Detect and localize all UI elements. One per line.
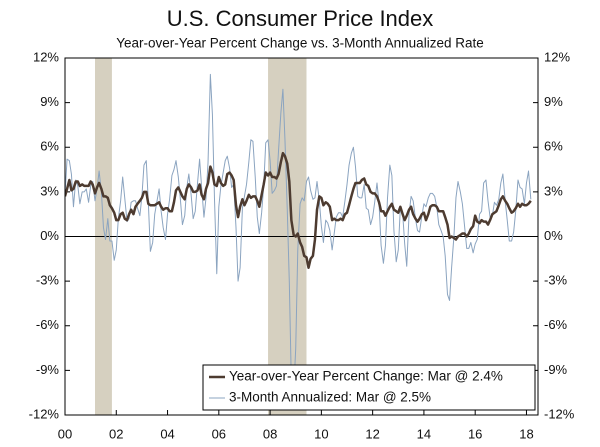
y2-tick-label: -6% — [544, 317, 568, 332]
x-tick-label: 12 — [365, 426, 379, 441]
y-tick-label: -6% — [36, 317, 60, 332]
x-tick-label: 18 — [519, 426, 533, 441]
y2-tick-label: 3% — [544, 183, 563, 198]
y-tick-label: -12% — [29, 406, 60, 421]
y2-tick-label: 9% — [544, 94, 563, 109]
x-tick-label: 02 — [109, 426, 123, 441]
chart-subtitle: Year-over-Year Percent Change vs. 3-Mont… — [116, 36, 483, 51]
y2-tick-label: 0% — [544, 228, 563, 243]
y-tick-label: -9% — [36, 362, 60, 377]
legend-label: Year-over-Year Percent Change: Mar @ 2.4… — [229, 369, 503, 384]
x-tick-label: 04 — [160, 426, 174, 441]
x-tick-label: 08 — [263, 426, 277, 441]
y2-tick-label: -9% — [544, 362, 568, 377]
x-tick-label: 14 — [417, 426, 431, 441]
y-tick-label: 0% — [40, 228, 59, 243]
y2-tick-label: 12% — [544, 49, 570, 64]
y-tick-label: 12% — [33, 49, 59, 64]
y-tick-label: 9% — [40, 94, 59, 109]
y-tick-label: -3% — [36, 273, 60, 288]
y-tick-label: 6% — [40, 139, 59, 154]
x-tick-label: 10 — [314, 426, 328, 441]
legend-box — [202, 364, 536, 411]
series-line — [65, 73, 532, 394]
x-tick-label: 06 — [212, 426, 226, 441]
series-line — [65, 151, 532, 269]
legend-label: 3-Month Annualized: Mar @ 2.5% — [229, 390, 431, 405]
x-tick-label: 00 — [58, 426, 72, 441]
y2-tick-label: 6% — [544, 139, 563, 154]
plot-frame — [64, 57, 539, 416]
y-tick-label: 3% — [40, 183, 59, 198]
y2-tick-label: -12% — [544, 406, 575, 421]
chart-title: U.S. Consumer Price Index — [167, 6, 434, 31]
x-tick-label: 16 — [468, 426, 482, 441]
y2-tick-label: -3% — [544, 273, 568, 288]
